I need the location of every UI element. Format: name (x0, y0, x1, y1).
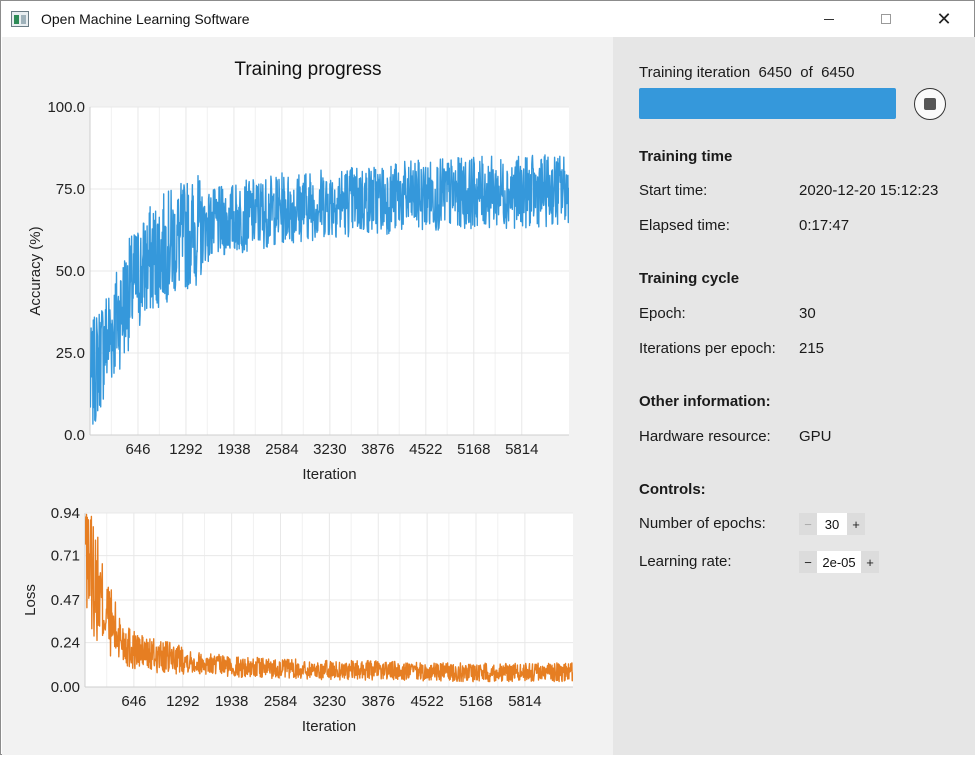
x-tick-label: 2584 (265, 441, 298, 458)
start-time-label: Start time: (639, 182, 708, 199)
x-tick-label: 5814 (508, 693, 541, 710)
progress-label: Training iteration 6450 of 6450 (639, 64, 854, 81)
y-tick-label: 100.0 (47, 99, 85, 116)
charts-svg: Training progress 646 1292 1938 2584 3230 387… (22, 59, 573, 735)
start-time-value: 2020-12-20 15:12:23 (799, 182, 939, 199)
x-tick-label: 646 (125, 441, 150, 458)
elapsed-time-value: 0:17:47 (799, 217, 850, 234)
x-tick-label: 2584 (264, 693, 297, 710)
x-tick-label: 3230 (313, 693, 346, 710)
x-tick-label: 646 (121, 693, 146, 710)
series-line (85, 513, 573, 683)
x-axis-label: Iteration (302, 466, 356, 483)
progress-label-prefix: Training iteration (639, 64, 751, 81)
close-button[interactable]: ✕ (921, 1, 967, 37)
progress-current: 6450 (758, 64, 792, 81)
hardware-resource-value: GPU (799, 428, 832, 445)
x-tick-label: 5814 (505, 441, 538, 458)
y-tick-label: 0.94 (51, 505, 80, 522)
minimize-button[interactable] (806, 1, 852, 37)
window-title: Open Machine Learning Software (41, 11, 250, 27)
minimize-icon (824, 18, 834, 20)
learning-rate-label: Learning rate: (639, 553, 732, 570)
epoch-label: Epoch: (639, 305, 686, 322)
epochs-increment-button[interactable]: + (847, 513, 865, 535)
charts-pane: Training progress 646 1292 1938 2584 3230 387… (2, 37, 613, 755)
chart-title: Training progress (234, 59, 381, 80)
maximize-button[interactable] (863, 1, 909, 37)
progress-total: 6450 (821, 64, 855, 81)
x-tick-label: 3876 (362, 693, 395, 710)
training-cycle-heading: Training cycle (639, 270, 740, 287)
stop-button[interactable] (914, 88, 946, 120)
hardware-resource-label: Hardware resource: (639, 428, 771, 445)
y-tick-label: 75.0 (56, 181, 85, 198)
y-axis-label: Loss (22, 584, 39, 616)
elapsed-time-label: Elapsed time: (639, 217, 730, 234)
close-icon: ✕ (936, 9, 952, 29)
progress-bar (639, 88, 896, 119)
y-tick-label: 25.0 (56, 345, 85, 362)
x-tick-label: 1938 (217, 441, 250, 458)
y-tick-label: 0.47 (51, 592, 80, 609)
maximize-icon (881, 14, 891, 24)
epochs-label: Number of epochs: (639, 515, 766, 532)
x-tick-label: 4522 (409, 441, 442, 458)
app-logo-icon (11, 11, 29, 27)
learning-rate-input[interactable]: 2e-05 (817, 551, 861, 573)
x-tick-label: 5168 (457, 441, 490, 458)
y-tick-label: 50.0 (56, 263, 85, 280)
epoch-value: 30 (799, 305, 816, 322)
x-tick-label: 4522 (410, 693, 443, 710)
accuracy-chart: 646 1292 1938 2584 3230 3876 4522 5168 5814 0.0 25… (27, 99, 569, 483)
learning-rate-stepper: − 2e-05 + (799, 551, 879, 573)
epochs-stepper: − 30 + (799, 513, 865, 535)
loss-chart: 646 1292 1938 2584 3230 3876 4522 5168 5814 0.00 0… (22, 505, 573, 735)
x-tick-label: 3230 (313, 441, 346, 458)
x-tick-label: 5168 (459, 693, 492, 710)
x-tick-label: 1938 (215, 693, 248, 710)
other-info-heading: Other information: (639, 393, 771, 410)
stop-icon (924, 98, 936, 110)
controls-heading: Controls: (639, 481, 706, 498)
y-tick-label: 0.24 (51, 635, 80, 652)
learning-rate-increment-button[interactable]: + (861, 551, 879, 573)
y-tick-label: 0.00 (51, 679, 80, 696)
series-line (90, 154, 569, 425)
training-time-heading: Training time (639, 148, 733, 165)
x-tick-label: 3876 (361, 441, 394, 458)
x-tick-label: 1292 (169, 441, 202, 458)
iterations-per-epoch-label: Iterations per epoch: (639, 340, 776, 357)
iterations-per-epoch-value: 215 (799, 340, 825, 357)
epochs-input[interactable]: 30 (817, 513, 847, 535)
learning-rate-decrement-button[interactable]: − (799, 551, 817, 573)
info-pane: Training iteration 6450 of 6450 Training… (613, 37, 975, 755)
progress-bar-fill (639, 88, 896, 119)
y-tick-label: 0.71 (51, 548, 80, 565)
y-axis-label: Accuracy (%) (27, 226, 44, 315)
title-bar: Open Machine Learning Software ✕ (1, 1, 974, 37)
epochs-decrement-button[interactable]: − (799, 513, 817, 535)
progress-of: of (800, 64, 813, 81)
x-axis-label: Iteration (302, 718, 356, 735)
y-tick-label: 0.0 (64, 427, 85, 444)
x-tick-label: 1292 (166, 693, 199, 710)
